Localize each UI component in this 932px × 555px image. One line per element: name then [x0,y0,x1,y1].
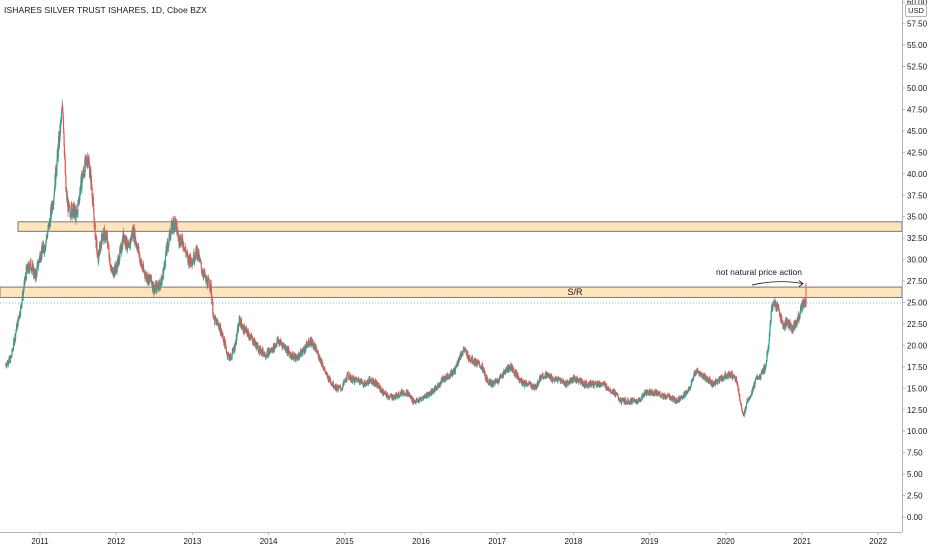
candle-body [557,379,558,381]
candle-body [165,255,166,266]
candle-body [63,129,64,134]
candle-body [141,260,142,263]
candle-body [92,188,93,197]
candle-body [212,302,213,315]
sr-zone-label: S/R [567,287,583,297]
candle-body [617,394,618,396]
candle-body [770,322,771,324]
annotation-note: not natural price action [716,267,802,277]
candle-body [93,212,94,217]
candle-body [660,392,661,397]
candle-body [348,372,349,375]
candle-body [201,262,202,267]
candle-body [199,256,200,258]
candle-body [68,201,69,206]
candle-body [399,397,400,398]
candle-body [450,376,451,377]
price-axis[interactable] [902,0,932,550]
candle-body [312,340,313,342]
candle-body [38,265,39,268]
candle-body [170,233,171,239]
candle-body [53,196,54,199]
candle-body [342,386,343,389]
candle-body [783,328,784,329]
candle-body [63,119,64,129]
support-resistance-zone[interactable] [0,287,902,297]
resistance-zone-upper[interactable] [18,222,902,231]
candle-body [639,398,640,399]
candle-body [151,275,152,281]
candle-body [232,354,233,359]
candle-body [324,368,325,370]
y-tick-label: 0.00 [907,513,923,522]
candle-body [302,351,303,355]
candle-body [61,112,62,119]
candle-body [760,374,761,378]
candle-body [741,405,742,408]
candle-body [542,374,543,378]
candle-body [771,311,772,322]
candle-body [754,383,755,386]
candle-body [338,389,339,391]
candle-body [793,330,794,331]
candle-body [503,377,504,378]
candle-body [781,315,782,316]
